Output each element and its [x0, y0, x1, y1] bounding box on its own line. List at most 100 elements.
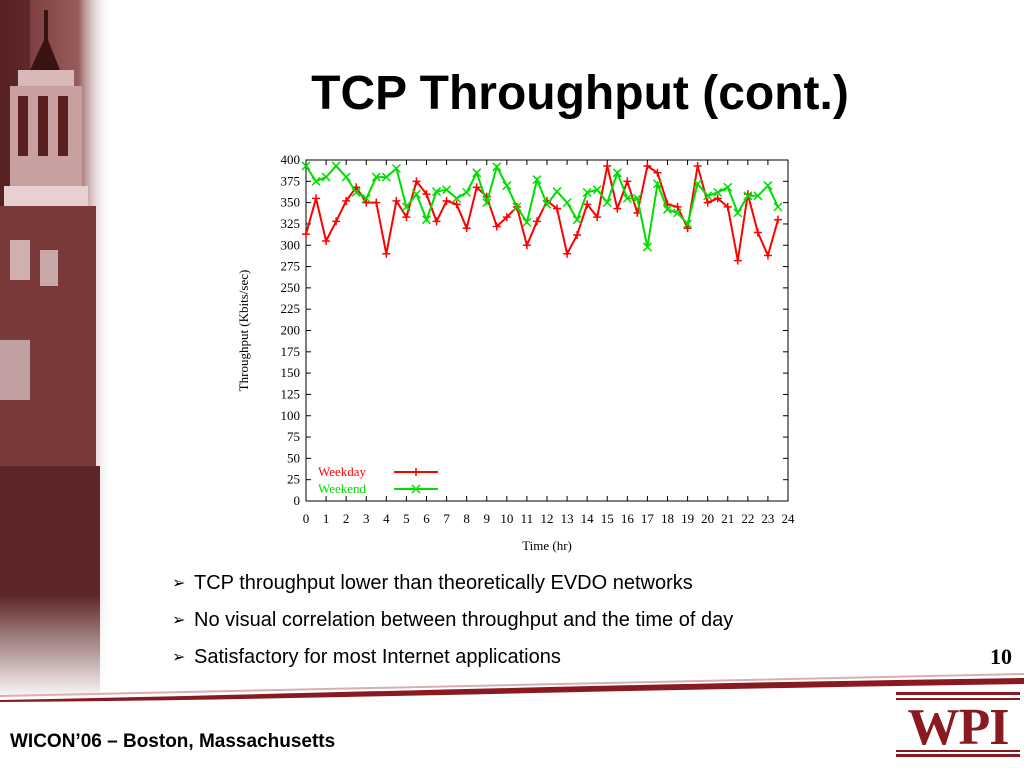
x-tick-label: 9: [484, 511, 491, 526]
data-point: [542, 199, 552, 209]
y-tick-label: 100: [281, 408, 301, 423]
tower-photo-graphic: [0, 0, 112, 700]
data-point: [632, 193, 642, 203]
x-tick-label: 5: [403, 511, 410, 526]
x-tick-label: 19: [681, 511, 694, 526]
throughput-chart: 0255075100125150175200225250275300325350…: [236, 152, 796, 553]
data-point: [371, 172, 381, 182]
bullet-item: ➢ No visual correlation between throughp…: [172, 607, 733, 644]
y-axis-label: Throughput (Kbits/sec): [236, 270, 251, 392]
y-tick-label: 50: [287, 450, 300, 465]
data-point: [612, 168, 622, 178]
series-line-weekday: [305, 164, 779, 261]
data-point: [622, 193, 632, 203]
x-tick-label: 24: [782, 511, 796, 526]
arrow-bullet-icon: ➢: [172, 612, 186, 629]
bullet-text: No visual correlation between throughput…: [194, 609, 734, 631]
data-point: [572, 215, 582, 225]
data-point: [341, 172, 351, 182]
x-tick-label: 2: [343, 511, 350, 526]
data-point: [522, 217, 532, 227]
x-tick-label: 21: [721, 511, 734, 526]
x-tick-label: 12: [541, 511, 554, 526]
y-tick-label: 0: [294, 493, 301, 508]
data-point: [411, 484, 421, 494]
data-point: [652, 179, 662, 189]
footer-divider: [0, 673, 1024, 702]
data-point: [582, 187, 592, 197]
y-tick-label: 325: [281, 216, 301, 231]
x-axis-label: Time (hr): [522, 538, 572, 553]
slide-title: TCP Throughput (cont.): [311, 67, 849, 120]
data-point: [442, 185, 452, 195]
bullet-item: ➢ Satisfactory for most Internet applica…: [172, 644, 733, 681]
data-point: [482, 198, 492, 208]
data-point: [693, 179, 703, 189]
data-point: [331, 161, 341, 171]
data-point: [432, 187, 442, 197]
x-tick-label: 6: [423, 511, 430, 526]
y-tick-label: 200: [281, 323, 301, 338]
data-point: [351, 187, 361, 197]
y-tick-label: 300: [281, 237, 301, 252]
y-tick-label: 225: [281, 301, 301, 316]
y-tick-label: 175: [281, 344, 301, 359]
y-tick-label: 350: [281, 195, 301, 210]
svg-text:WPI: WPI: [908, 699, 1009, 756]
data-point: [683, 219, 693, 229]
tower-photo: [0, 0, 112, 700]
y-tick-label: 400: [281, 152, 301, 167]
data-point: [381, 172, 391, 182]
x-tick-label: 15: [601, 511, 614, 526]
data-point: [753, 191, 763, 201]
data-point: [773, 202, 783, 212]
data-point: [321, 172, 331, 182]
data-point: [421, 215, 432, 225]
data-point: [763, 181, 773, 191]
data-point: [713, 187, 723, 197]
data-point: [673, 208, 683, 218]
footer-conference: WICON’06 – Boston, Massachusetts: [10, 731, 336, 752]
legend-label: Weekend: [318, 481, 367, 496]
y-tick-label: 375: [281, 173, 301, 188]
data-point: [361, 193, 371, 203]
y-tick-label: 75: [287, 429, 300, 444]
bullet-item: ➢ TCP throughput lower than theoreticall…: [172, 570, 733, 607]
bullet-text: TCP throughput lower than theoretically …: [194, 572, 693, 594]
x-tick-label: 7: [443, 511, 450, 526]
x-tick-label: 23: [761, 511, 774, 526]
data-point: [391, 163, 401, 174]
x-tick-label: 17: [641, 511, 655, 526]
y-tick-label: 125: [281, 386, 301, 401]
data-point: [703, 191, 713, 201]
x-tick-label: 13: [561, 511, 574, 526]
y-tick-label: 250: [281, 280, 301, 295]
x-tick-label: 20: [701, 511, 714, 526]
data-point: [532, 175, 542, 185]
arrow-bullet-icon: ➢: [172, 575, 186, 592]
bullet-list: ➢ TCP throughput lower than theoreticall…: [172, 570, 733, 681]
data-point: [311, 176, 321, 186]
x-tick-label: 18: [661, 511, 674, 526]
data-point: [592, 185, 602, 195]
x-tick-label: 14: [581, 511, 595, 526]
data-point: [462, 187, 472, 197]
x-tick-label: 8: [463, 511, 470, 526]
x-tick-label: 10: [500, 511, 513, 526]
data-point: [512, 202, 522, 212]
data-point: [401, 202, 411, 212]
y-tick-label: 25: [287, 472, 300, 487]
data-point: [502, 181, 512, 191]
data-point: [723, 182, 733, 192]
x-tick-label: 3: [363, 511, 370, 526]
x-tick-label: 4: [383, 511, 390, 526]
x-tick-label: 11: [521, 511, 534, 526]
x-tick-label: 1: [323, 511, 330, 526]
arrow-bullet-icon: ➢: [172, 649, 186, 666]
wpi-logo: WPI: [896, 692, 1020, 757]
x-tick-label: 22: [741, 511, 754, 526]
data-point: [662, 204, 673, 214]
legend-label: Weekday: [318, 464, 367, 479]
data-point: [552, 187, 562, 197]
